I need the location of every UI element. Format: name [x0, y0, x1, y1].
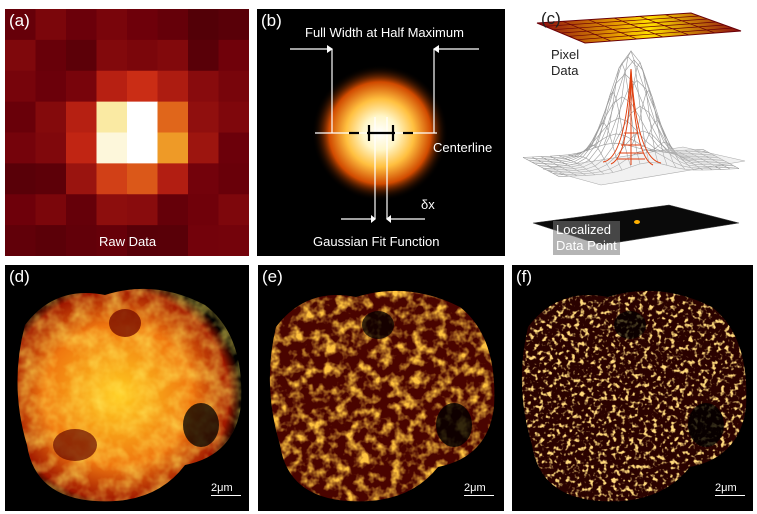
raw-pixel	[127, 9, 158, 41]
localized-point	[634, 220, 640, 224]
raw-pixel	[5, 101, 36, 133]
panel-c-label: (c)	[541, 9, 561, 28]
raw-pixel	[66, 225, 97, 256]
localized-data-point-label: Localized Data Point	[553, 221, 620, 255]
panel-e-deconvolved: (e) 2μm	[258, 265, 504, 511]
raw-pixel	[218, 225, 249, 256]
fwhm-left-arrow	[327, 45, 333, 53]
raw-pixel	[35, 132, 67, 164]
raw-pixel	[35, 194, 67, 226]
raw-pixel	[66, 39, 97, 72]
panel-a-raw-data: (a) Raw Data	[5, 9, 249, 256]
raw-pixel	[127, 194, 158, 226]
scale-bar-e-label: 2μm	[464, 482, 486, 494]
panel-a-label: (a)	[9, 11, 30, 30]
raw-pixel	[96, 194, 128, 226]
raw-pixel	[157, 132, 189, 164]
raw-pixel	[96, 70, 128, 103]
raw-pixel	[35, 101, 67, 133]
raw-pixel	[218, 194, 249, 226]
raw-pixel	[66, 132, 97, 164]
scale-bar-f: 2μm	[715, 482, 745, 496]
gaussian-fit-caption: Gaussian Fit Function	[313, 234, 440, 249]
raw-pixel	[157, 70, 189, 103]
raw-pixel	[66, 70, 97, 103]
raw-pixel	[188, 101, 219, 133]
raw-pixel	[157, 101, 189, 133]
raw-pixel	[188, 9, 219, 41]
gaussian-fit-diagram	[290, 45, 479, 223]
raw-pixel	[5, 132, 36, 164]
raw-pixel	[35, 225, 67, 256]
raw-pixel	[218, 70, 249, 103]
raw-pixel-grid	[5, 9, 249, 256]
raw-pixel	[188, 39, 219, 72]
raw-pixel	[5, 225, 36, 256]
raw-pixel	[218, 163, 249, 195]
raw-pixel	[157, 39, 189, 72]
raw-pixel	[218, 101, 249, 133]
raw-pixel	[127, 132, 158, 164]
raw-pixel	[188, 132, 219, 164]
raw-pixel	[96, 225, 128, 256]
raw-pixel	[188, 194, 219, 226]
raw-pixel	[188, 225, 219, 256]
raw-pixel	[66, 101, 97, 133]
raw-pixel	[127, 163, 158, 195]
raw-pixel	[157, 163, 189, 195]
mesh-base-plane	[542, 146, 746, 186]
scale-bar-e: 2μm	[464, 482, 494, 496]
scale-bar-d: 2μm	[211, 482, 241, 496]
panel-e-label: (e)	[262, 267, 283, 286]
raw-pixel	[218, 9, 249, 41]
raw-pixel	[96, 101, 128, 133]
raw-pixel	[157, 9, 189, 41]
panel-c-localization-3d: (c) Pixel Data Localized Data Point	[515, 9, 753, 259]
fwhm-right-arrow	[433, 45, 439, 53]
raw-pixel	[127, 70, 158, 103]
gaussian-peak-red	[602, 68, 662, 166]
scale-bar-f-label: 2μm	[715, 482, 737, 494]
panel-f-label: (f)	[516, 267, 533, 286]
raw-pixel	[218, 132, 249, 164]
pixel-data-label: Pixel Data	[551, 47, 580, 78]
raw-pixel	[35, 39, 67, 72]
raw-pixel	[66, 163, 97, 195]
raw-pixel	[157, 194, 189, 226]
raw-pixel	[66, 194, 97, 226]
panel-b-gaussian-fit: (b) Full Width at Half Maximum Centerlin…	[257, 9, 505, 256]
raw-pixel	[5, 39, 36, 72]
raw-pixel	[127, 225, 158, 256]
raw-pixel	[35, 9, 67, 41]
raw-pixel	[157, 225, 189, 256]
deconvolved-image	[269, 290, 495, 502]
raw-pixel	[5, 194, 36, 226]
raw-pixel	[96, 39, 128, 72]
localization-image	[521, 290, 747, 502]
raw-pixel	[96, 9, 128, 41]
raw-pixel	[5, 9, 36, 41]
widefield-image	[17, 288, 242, 502]
raw-pixel	[96, 163, 128, 195]
raw-pixel	[188, 70, 219, 103]
raw-pixel	[218, 39, 249, 72]
raw-pixel	[35, 70, 67, 103]
panel-f-localization: (f) 2μm	[512, 265, 753, 511]
panel-b-label: (b)	[261, 11, 282, 30]
fwhm-label: Full Width at Half Maximum	[305, 25, 464, 40]
raw-data-caption: Raw Data	[99, 234, 157, 249]
delta-x-label: δx	[421, 197, 435, 212]
raw-pixel	[35, 163, 67, 195]
raw-pixel	[188, 163, 219, 195]
raw-pixel	[96, 132, 128, 164]
raw-pixel	[127, 39, 158, 72]
raw-pixel	[127, 101, 158, 133]
raw-pixel	[5, 70, 36, 103]
raw-pixel	[66, 9, 97, 41]
scale-bar-d-label: 2μm	[211, 482, 233, 494]
panel-d-label: (d)	[9, 267, 30, 286]
raw-pixel	[5, 163, 36, 195]
panel-d-widefield: (d) 2μm	[5, 265, 249, 511]
centerline-label: Centerline	[433, 140, 493, 155]
